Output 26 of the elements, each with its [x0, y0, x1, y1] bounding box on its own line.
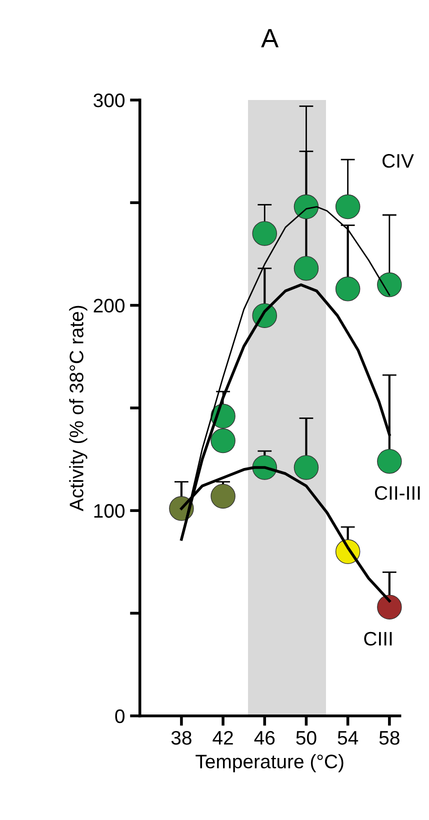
series-label: CIII: [364, 632, 392, 646]
point: [294, 194, 319, 220]
point: [210, 484, 236, 509]
point: [210, 428, 236, 454]
point: [252, 221, 278, 246]
y-axis-title: Activity (% of 38°C rate): [69, 306, 88, 512]
x-axis-title: Temperature (°C): [196, 754, 344, 772]
point: [335, 194, 360, 220]
point: [377, 272, 402, 298]
y-tick-label: 200: [94, 298, 125, 313]
x-tick-label: 42: [212, 730, 233, 745]
y-tick-label: 100: [94, 504, 125, 518]
x-tick-label: 38: [171, 730, 192, 745]
series-label: CII-III: [374, 486, 420, 500]
x-tick-label: 50: [296, 730, 316, 745]
x-tick-label: 58: [379, 730, 400, 745]
point: [294, 256, 319, 281]
x-tick-label: 46: [254, 730, 275, 745]
text: CIV: [382, 154, 414, 168]
point: [335, 276, 360, 302]
point: [377, 594, 402, 620]
point: [377, 448, 402, 474]
y-tick-label: 300: [94, 94, 125, 108]
x-tick-label: 54: [338, 731, 358, 745]
y-tick-label: 0: [115, 709, 125, 724]
chart-title: A: [261, 29, 279, 48]
